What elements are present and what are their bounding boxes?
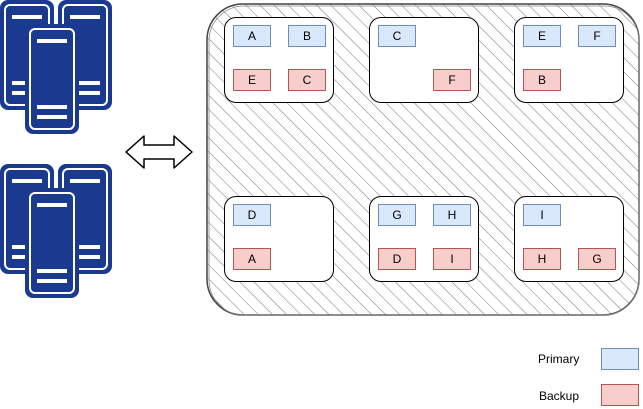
backup-partition: H [523, 248, 561, 270]
backup-partition: I [433, 248, 471, 270]
backup-partition: E [233, 69, 271, 91]
backup-partition: D [378, 248, 416, 270]
primary-partition: A [233, 25, 271, 47]
backup-partition: F [433, 69, 471, 91]
backup-partition: C [288, 69, 326, 91]
double-arrow-icon [125, 135, 193, 169]
backup-partition: B [523, 69, 561, 91]
primary-partition: H [433, 204, 471, 226]
legend-primary-swatch [601, 348, 639, 370]
primary-partition: F [578, 25, 616, 47]
primary-partition: G [378, 204, 416, 226]
primary-partition: D [233, 204, 271, 226]
primary-partition: E [523, 25, 561, 47]
primary-partition: I [523, 204, 561, 226]
backup-partition: A [233, 248, 271, 270]
primary-partition: C [378, 25, 416, 47]
legend-primary-label: Primary [538, 352, 580, 366]
legend-backup-swatch [601, 384, 639, 406]
legend-backup-label: Backup [539, 389, 580, 403]
primary-partition: B [288, 25, 326, 47]
backup-partition: G [578, 248, 616, 270]
